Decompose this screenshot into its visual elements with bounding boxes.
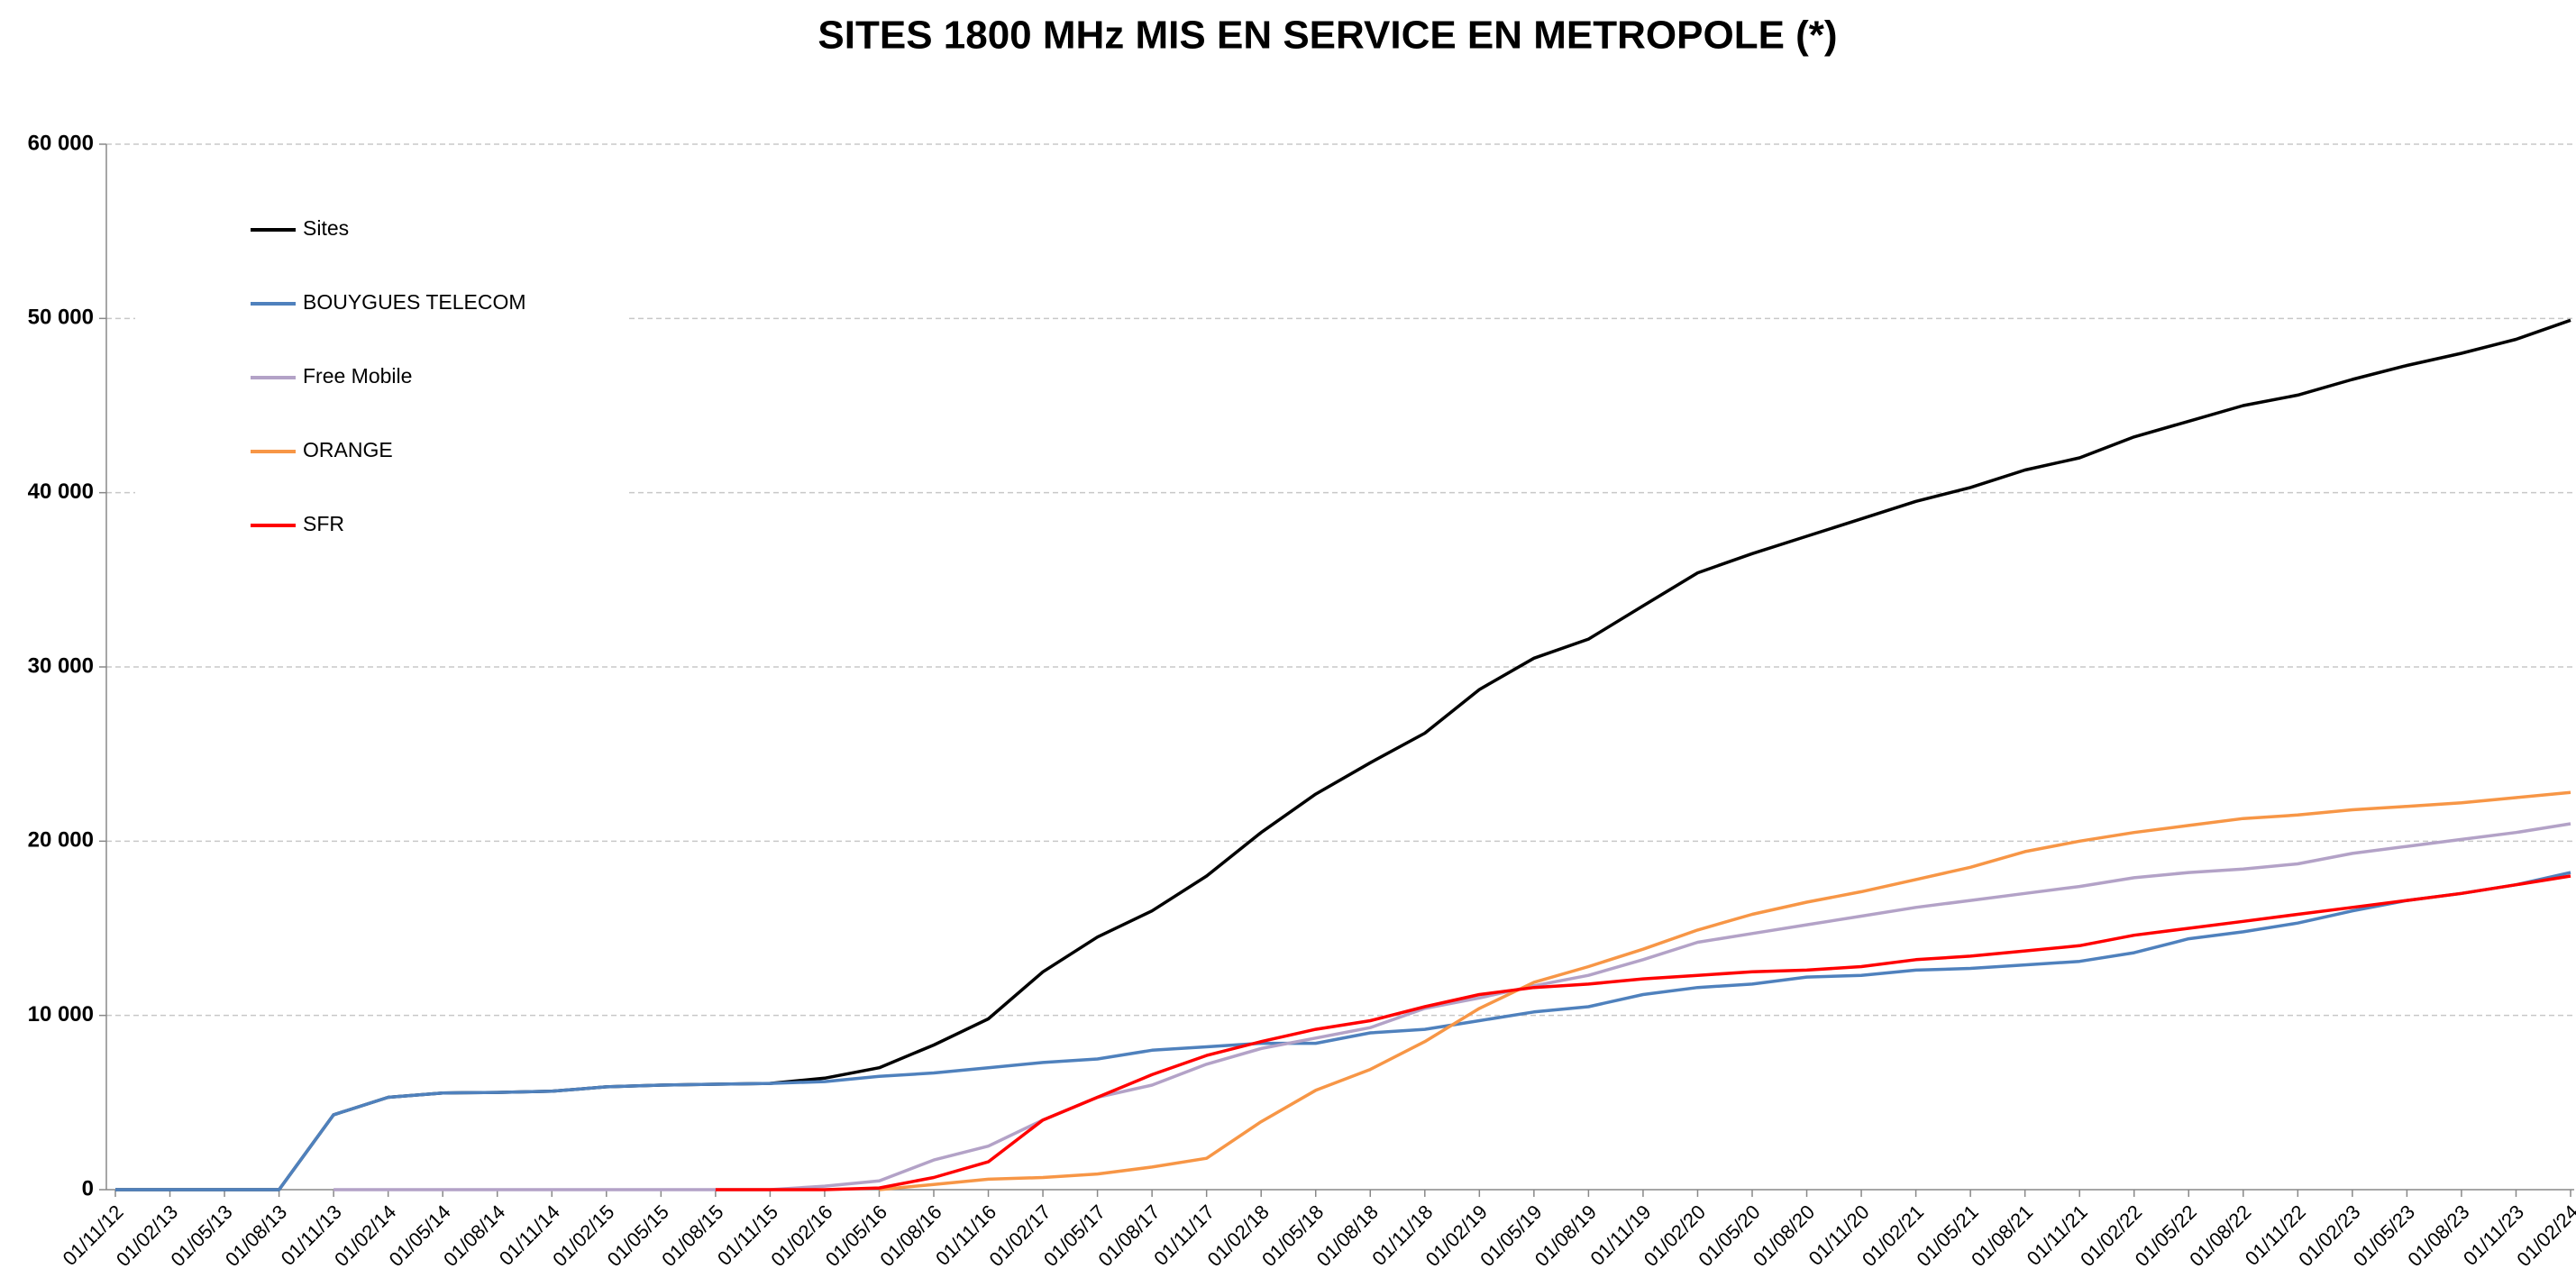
- series-line: [715, 874, 2571, 1191]
- y-tick-label: 50 000: [28, 306, 94, 330]
- y-tick-label: 20 000: [28, 828, 94, 853]
- y-tick-label: 10 000: [28, 1002, 94, 1027]
- legend-label: ORANGE: [303, 438, 393, 461]
- chart-title: SITES 1800 MHz MIS EN SERVICE EN METROPO…: [818, 14, 1837, 58]
- y-tick-label: 40 000: [28, 479, 94, 504]
- series-line: [333, 822, 2571, 1191]
- series-line: [115, 871, 2571, 1191]
- legend-label: Sites: [303, 216, 349, 240]
- legend-label: Free Mobile: [303, 364, 412, 388]
- y-tick-label: 0: [82, 1176, 94, 1200]
- y-tick-label: 60 000: [28, 131, 94, 155]
- legend-label: BOUYGUES TELECOM: [303, 290, 526, 314]
- legend-label: SFR: [303, 512, 344, 535]
- y-tick-label: 30 000: [28, 653, 94, 678]
- legend-box: [135, 176, 626, 581]
- series-line: [879, 790, 2571, 1191]
